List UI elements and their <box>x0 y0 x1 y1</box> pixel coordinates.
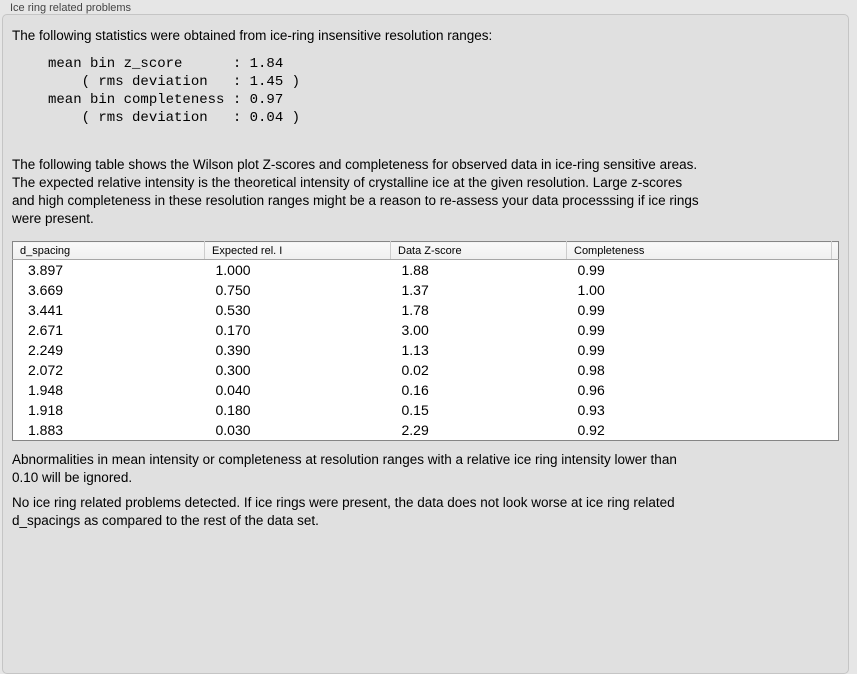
table-cell: 1.883 <box>28 422 64 438</box>
table-cell: 1.37 <box>401 282 429 298</box>
table-cell: 0.92 <box>577 422 605 438</box>
table-cell: 1.000 <box>215 262 251 278</box>
stats-block: mean bin z_score : 1.84 ( rms deviation … <box>48 56 301 126</box>
table-cell: 0.99 <box>577 262 605 278</box>
table-cell-spacer <box>832 320 839 340</box>
table-cell: 0.170 <box>215 322 251 338</box>
table-body: 3.897 1.000 1.88 0.99 3.669 0.750 1.37 1.00 3.44… <box>13 260 839 441</box>
table-cell: 3.00 <box>401 322 429 338</box>
table-cell: 1.78 <box>401 302 429 318</box>
table-row[interactable]: 2.072 0.300 0.02 0.98 <box>13 360 839 380</box>
table-row[interactable]: 2.249 0.390 1.13 0.99 <box>13 340 839 360</box>
table-cell: 1.948 <box>28 382 64 398</box>
table-cell-spacer <box>832 260 839 281</box>
table-cell: 0.99 <box>577 342 605 358</box>
table-cell: 3.669 <box>28 282 64 298</box>
table-row[interactable]: 1.948 0.040 0.16 0.96 <box>13 380 839 400</box>
table-row[interactable]: 3.441 0.530 1.78 0.99 <box>13 300 839 320</box>
column-header-spacer <box>831 241 839 260</box>
table-cell-spacer <box>832 400 839 420</box>
table-cell-spacer <box>832 380 839 400</box>
table-cell-spacer <box>832 420 839 441</box>
table-cell: 2.072 <box>28 362 64 378</box>
ignore-note-text: Abnormalities in mean intensity or compl… <box>12 452 677 485</box>
table-cell: 3.897 <box>28 262 64 278</box>
table-cell: 0.02 <box>401 362 429 378</box>
table-cell: 0.030 <box>215 422 251 438</box>
table-cell-spacer <box>832 300 839 320</box>
table-cell: 0.99 <box>577 302 605 318</box>
table-cell: 3.441 <box>28 302 64 318</box>
column-header-expected-rel-i[interactable]: Expected rel. I <box>204 241 391 260</box>
table-cell-spacer <box>832 360 839 380</box>
stats-intro-text: The following statistics were obtained f… <box>12 28 493 43</box>
table-cell: 2.671 <box>28 322 64 338</box>
table-cell: 0.040 <box>215 382 251 398</box>
column-header-data-z-score[interactable]: Data Z-score <box>390 241 567 260</box>
table-row[interactable]: 1.883 0.030 2.29 0.92 <box>13 420 839 441</box>
table-cell: 1.88 <box>401 262 429 278</box>
column-header-d-spacing[interactable]: d_spacing <box>12 241 205 260</box>
panel-title: Ice ring related problems <box>10 2 132 14</box>
table-cell: 1.13 <box>401 342 429 358</box>
table-cell: 0.99 <box>577 322 605 338</box>
ice-ring-table: d_spacing Expected rel. I Data Z-score Comp… <box>12 241 839 441</box>
table-cell: 0.180 <box>215 402 251 418</box>
table-cell: 0.93 <box>577 402 605 418</box>
table-row[interactable]: 2.671 0.170 3.00 0.99 <box>13 320 839 340</box>
column-header-completeness[interactable]: Completeness <box>566 241 832 260</box>
table-cell: 0.98 <box>577 362 605 378</box>
table-cell: 2.29 <box>401 422 429 438</box>
table-row[interactable]: 3.669 0.750 1.37 1.00 <box>13 280 839 300</box>
table-cell: 0.96 <box>577 382 605 398</box>
table-cell: 0.390 <box>215 342 251 358</box>
table-row[interactable]: 3.897 1.000 1.88 0.99 <box>13 260 839 281</box>
table-cell: 1.918 <box>28 402 64 418</box>
table-row[interactable]: 1.918 0.180 0.15 0.93 <box>13 400 839 420</box>
table-cell: 0.16 <box>401 382 429 398</box>
table-cell-spacer <box>832 280 839 300</box>
table-cell: 0.750 <box>215 282 251 298</box>
table-header-row: d_spacing Expected rel. I Data Z-score Comp… <box>12 241 839 260</box>
table-description-text: The following table shows the Wilson plo… <box>12 157 699 226</box>
table-cell: 0.530 <box>215 302 251 318</box>
conclusion-text: No ice ring related problems detected. I… <box>12 495 675 528</box>
table-cell: 1.00 <box>577 282 605 298</box>
table-cell-spacer <box>832 340 839 360</box>
table-cell: 2.249 <box>28 342 64 358</box>
ice-ring-panel: The following statistics were obtained f… <box>2 14 849 674</box>
table-cell: 0.15 <box>401 402 429 418</box>
table-cell: 0.300 <box>215 362 251 378</box>
